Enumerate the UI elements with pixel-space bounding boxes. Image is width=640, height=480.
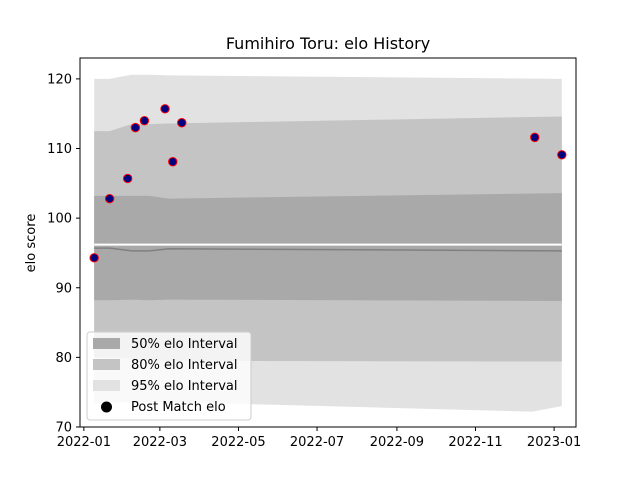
legend: 50% elo Interval 80% elo Interval 95% el…: [86, 331, 252, 421]
x-tick-label: 2023-01: [527, 435, 581, 450]
y-tick-label: 120: [47, 72, 72, 87]
post-match-point: [177, 118, 187, 128]
post-match-point: [168, 157, 178, 167]
x-tick-label: 2022-01: [57, 435, 111, 450]
y-axis-label: elo score: [24, 214, 39, 273]
legend-swatch-80: [93, 359, 120, 370]
y-tick-label: 110: [47, 142, 72, 157]
x-tick-label: 2022-11: [448, 435, 502, 450]
post-match-point: [530, 132, 540, 143]
post-match-point: [122, 173, 133, 184]
legend-marker-points: [101, 401, 112, 413]
mean-line: [94, 247, 562, 252]
chart-title: Fumihiro Toru: elo History: [226, 34, 430, 53]
legend-swatch-95: [93, 380, 120, 391]
post-match-point: [160, 104, 170, 114]
legend-box: [86, 331, 252, 421]
x-tick-label: 2022-09: [370, 435, 424, 450]
post-match-point: [130, 122, 141, 133]
y-tick-label: 70: [55, 421, 72, 436]
post-match-point: [139, 115, 150, 126]
y-tick-label: 90: [55, 281, 72, 296]
legend-swatch-50: [93, 338, 120, 349]
legend-label-50: 50% elo Interval: [131, 337, 238, 352]
trend-lines: [94, 243, 562, 252]
interval-bands: [94, 74, 562, 412]
post-match-points: [89, 104, 567, 263]
x-tick-label: 2022-03: [133, 435, 187, 450]
post-match-point: [557, 150, 567, 160]
y-tick-label: 100: [47, 212, 72, 227]
post-match-point: [89, 253, 99, 263]
y-tick-label: 80: [55, 351, 72, 366]
x-tick-label: 2022-07: [290, 435, 344, 450]
y-axis-ticks: 70 80 90 100 110 120: [47, 72, 80, 436]
plot-frame: [79, 57, 577, 428]
post-match-point: [104, 193, 115, 204]
band-50-interval: [94, 193, 562, 301]
x-axis-ticks: 2022-01 2022-03 2022-05 2022-07 2022-09 2022-…: [57, 427, 581, 450]
legend-label-80: 80% elo Interval: [131, 358, 238, 373]
legend-label-points: Post Match elo: [131, 400, 226, 415]
x-tick-label: 2022-05: [211, 435, 265, 450]
legend-label-95: 95% elo Interval: [131, 379, 238, 394]
